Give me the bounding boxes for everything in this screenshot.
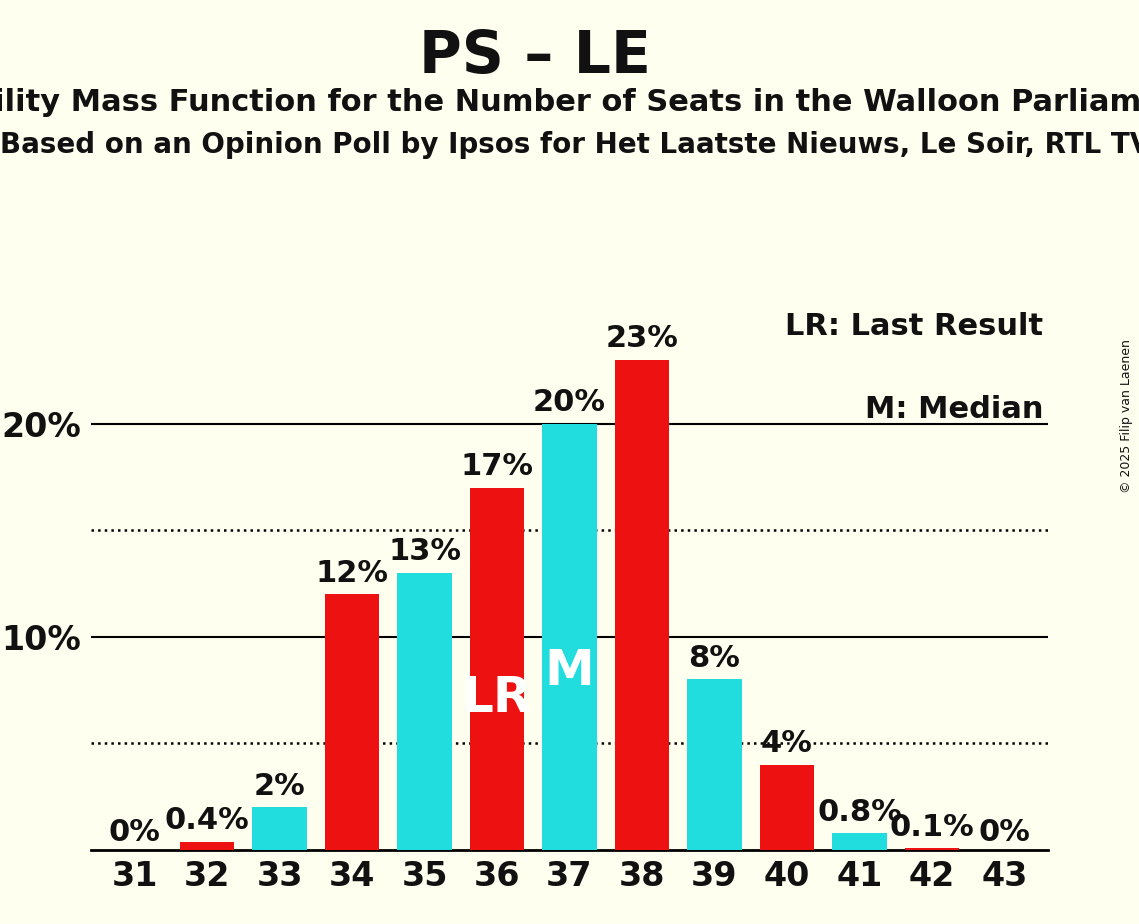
Text: Probability Mass Function for the Number of Seats in the Walloon Parliament: Probability Mass Function for the Number… <box>0 88 1139 116</box>
Bar <box>469 488 524 850</box>
Bar <box>253 808 306 850</box>
Text: 13%: 13% <box>388 538 461 566</box>
Text: PS – LE: PS – LE <box>419 28 652 85</box>
Bar <box>687 679 741 850</box>
Text: Based on an Opinion Poll by Ipsos for Het Laatste Nieuws, Le Soir, RTL TVi and V: Based on an Opinion Poll by Ipsos for He… <box>0 131 1139 159</box>
Text: 0.1%: 0.1% <box>890 812 974 842</box>
Bar <box>615 359 669 850</box>
Text: LR: Last Result: LR: Last Result <box>785 312 1043 341</box>
Bar <box>398 573 452 850</box>
Bar <box>542 423 597 850</box>
Text: © 2025 Filip van Laenen: © 2025 Filip van Laenen <box>1121 339 1133 492</box>
Bar <box>325 594 379 850</box>
Text: LR: LR <box>461 674 532 722</box>
Bar <box>833 833 886 850</box>
Text: 0.8%: 0.8% <box>817 797 902 827</box>
Text: 12%: 12% <box>316 559 388 588</box>
Text: 23%: 23% <box>606 324 679 353</box>
Bar <box>760 765 814 850</box>
Text: 2%: 2% <box>254 772 305 801</box>
Text: 20%: 20% <box>533 388 606 418</box>
Text: M: Median: M: Median <box>865 395 1043 424</box>
Text: 0%: 0% <box>108 818 161 847</box>
Text: 8%: 8% <box>689 644 740 673</box>
Text: 17%: 17% <box>460 452 533 481</box>
Bar <box>180 842 235 850</box>
Text: M: M <box>544 647 595 695</box>
Text: 4%: 4% <box>761 729 813 759</box>
Text: 0%: 0% <box>978 818 1031 847</box>
Text: 0.4%: 0.4% <box>165 806 249 835</box>
Bar <box>904 848 959 850</box>
